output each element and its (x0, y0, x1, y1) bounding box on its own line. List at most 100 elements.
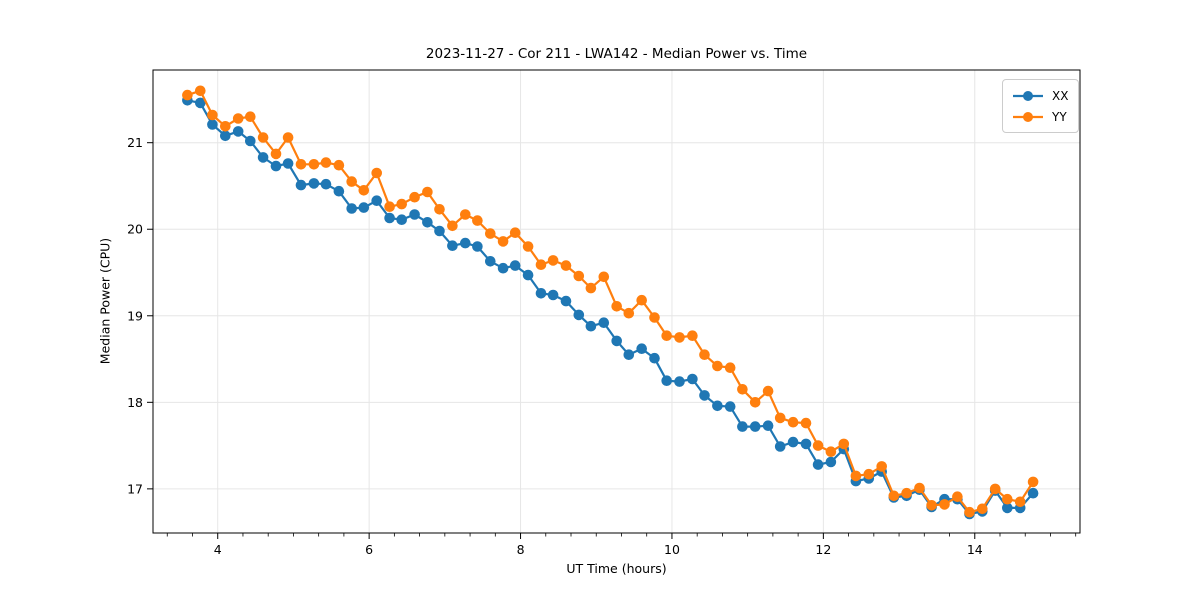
data-point-xx (712, 400, 723, 412)
y-tick-label: 18 (127, 395, 143, 410)
data-point-xx (333, 185, 345, 197)
data-point-yy (182, 89, 193, 101)
data-point-yy (850, 470, 862, 482)
data-point-yy (232, 113, 244, 124)
data-point-xx (195, 97, 206, 109)
data-point-xx (207, 119, 218, 130)
data-point-xx (1002, 502, 1013, 514)
axes-box (152, 69, 1081, 534)
data-point-yy (573, 270, 585, 282)
data-point-yy (472, 215, 483, 226)
data-point-xx (749, 421, 761, 432)
data-point-yy (535, 259, 547, 271)
x-tick-label: 4 (214, 542, 222, 557)
data-point-xx (800, 438, 812, 450)
data-point-yy (257, 132, 269, 143)
data-point-xx (282, 158, 294, 169)
data-point-xx (485, 255, 496, 267)
data-point-xx (320, 178, 332, 190)
legend-item-xx: XX (1012, 85, 1068, 106)
data-point-yy (396, 198, 408, 210)
data-point-xx (396, 214, 408, 225)
y-tick-label: 21 (127, 135, 143, 150)
y-axis-label: Median Power (CPU) (97, 237, 113, 365)
data-point-yy (825, 446, 837, 458)
data-point-xx (434, 225, 445, 237)
data-point-yy (926, 500, 937, 511)
data-point-yy (270, 148, 282, 160)
legend-line-marker-xx-icon (1013, 90, 1043, 101)
data-point-yy (838, 438, 850, 450)
data-point-yy (485, 228, 496, 239)
data-point-yy (762, 385, 774, 397)
data-point-xx (509, 260, 521, 271)
data-point-yy (876, 461, 887, 472)
data-point-xx (699, 390, 710, 401)
data-point-xx (560, 295, 572, 307)
data-point-yy (989, 483, 1001, 495)
data-point-yy (509, 227, 521, 238)
data-point-yy (888, 490, 900, 502)
data-point-yy (1014, 496, 1026, 508)
data-point-xx (295, 179, 307, 191)
y-tick-label: 20 (127, 222, 143, 237)
data-point-yy (787, 416, 799, 428)
data-point-xx (687, 373, 698, 385)
data-point-xx (547, 289, 559, 301)
data-point-yy (384, 201, 395, 212)
data-point-yy (295, 159, 307, 170)
data-point-xx (774, 441, 786, 452)
data-point-yy (409, 191, 420, 203)
data-point-yy (308, 159, 320, 170)
data-point-yy (699, 349, 710, 361)
data-point-yy (195, 85, 206, 97)
data-point-xx (245, 135, 256, 147)
data-point-yy (863, 468, 875, 480)
data-point-yy (422, 186, 433, 198)
data-point-yy (914, 482, 925, 494)
data-point-xx (535, 288, 547, 299)
data-point-xx (522, 269, 534, 281)
x-tick-label: 8 (517, 542, 525, 557)
data-point-xx (409, 209, 420, 220)
data-point-xx (472, 241, 483, 252)
data-point-yy (333, 159, 345, 171)
data-point-yy (674, 332, 685, 343)
data-point-yy (447, 220, 458, 232)
data-point-yy (460, 209, 471, 220)
data-point-xx (371, 195, 383, 206)
legend-item-yy: YY (1012, 106, 1068, 127)
data-point-yy (320, 157, 332, 168)
data-point-yy (611, 301, 622, 312)
data-point-yy (712, 360, 723, 372)
data-point-xx (573, 309, 585, 321)
data-point-yy (585, 282, 597, 294)
data-point-yy (812, 440, 824, 451)
x-axis-label: UT Time (hours) (566, 561, 667, 576)
data-point-yy (371, 167, 383, 179)
chart-title: 2023-11-27 - Cor 211 - LWA142 - Median P… (425, 46, 808, 62)
legend-label-yy: YY (1052, 109, 1067, 124)
data-point-xx (422, 217, 433, 228)
x-tick-label: 10 (664, 542, 680, 557)
data-point-xx (787, 436, 799, 448)
legend-label-xx: XX (1052, 88, 1069, 103)
data-point-yy (358, 185, 370, 196)
data-point-yy (346, 176, 358, 187)
data-point-yy (901, 487, 912, 499)
data-point-xx (661, 375, 672, 387)
data-point-yy (547, 255, 559, 266)
data-point-yy (800, 417, 812, 429)
x-tick-label: 14 (967, 542, 983, 557)
data-point-yy (623, 307, 635, 319)
legend: XX YY (1002, 79, 1080, 133)
data-point-yy (598, 271, 610, 283)
data-point-yy (497, 236, 509, 247)
data-point-yy (977, 503, 988, 515)
data-point-xx (762, 420, 774, 432)
data-point-xx (308, 178, 320, 189)
data-point-yy (636, 294, 647, 306)
data-point-yy (749, 397, 761, 408)
data-point-xx (623, 349, 635, 361)
